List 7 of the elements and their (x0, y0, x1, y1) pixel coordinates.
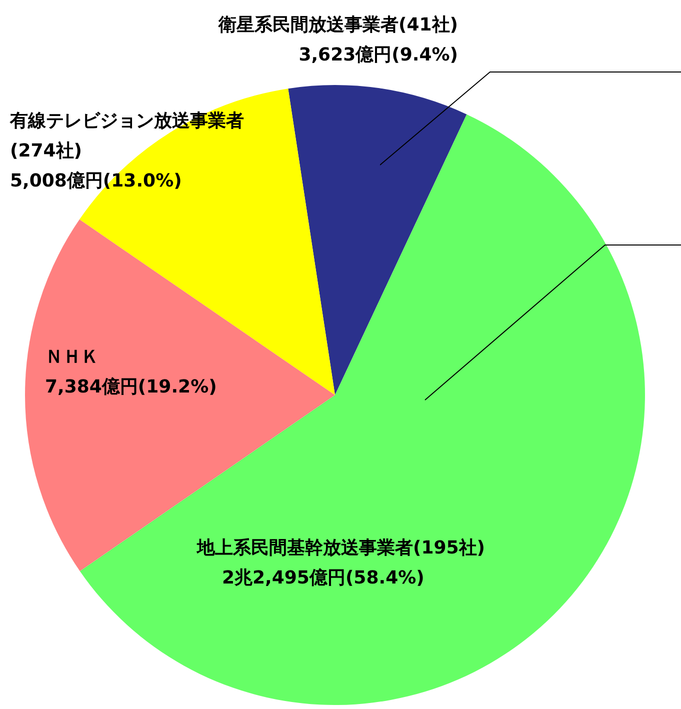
slice-label: 有線テレビジョン放送事業者(274社) (9, 110, 244, 162)
slice-label: ＮＨＫ (45, 346, 99, 368)
slice-label: 地上系民間基幹放送事業者(195社) (196, 538, 486, 559)
data-label: 2兆2,495億円(58.4%) (222, 568, 424, 589)
slice-label: 衛星系民間放送事業者(41社) (217, 14, 458, 36)
data-label: 3,623億円(9.4%) (298, 44, 458, 66)
data-label: 7,384億円(19.2%) (45, 376, 217, 398)
